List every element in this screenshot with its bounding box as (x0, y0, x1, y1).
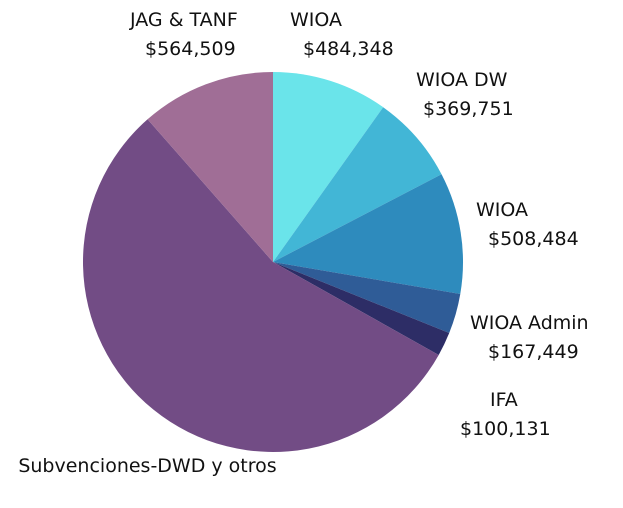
pie-slice (147, 72, 273, 262)
value-label: $484,348 (303, 38, 394, 60)
slice-label: WIOA (290, 9, 343, 31)
slice-label: JAG & TANF (130, 9, 238, 31)
slice-label: WIOA (476, 199, 529, 221)
value-label: $100,131 (460, 418, 551, 440)
pie-slice (273, 174, 463, 295)
slice-label: Subvenciones-DWD y otros (18, 455, 277, 477)
value-label: $167,449 (488, 341, 579, 363)
slice-label: WIOA Admin (470, 312, 589, 334)
slice-label: IFA (490, 389, 518, 411)
value-label: $369,751 (423, 98, 514, 120)
value-label: $564,509 (145, 38, 236, 60)
pie-slice (273, 107, 442, 262)
pie-slice (273, 262, 450, 355)
pie-slice (82, 119, 439, 453)
pie-slice (273, 262, 461, 334)
value-label: $508,484 (488, 228, 579, 250)
pie-slice (273, 72, 384, 262)
slice-label: WIOA DW (416, 69, 508, 91)
